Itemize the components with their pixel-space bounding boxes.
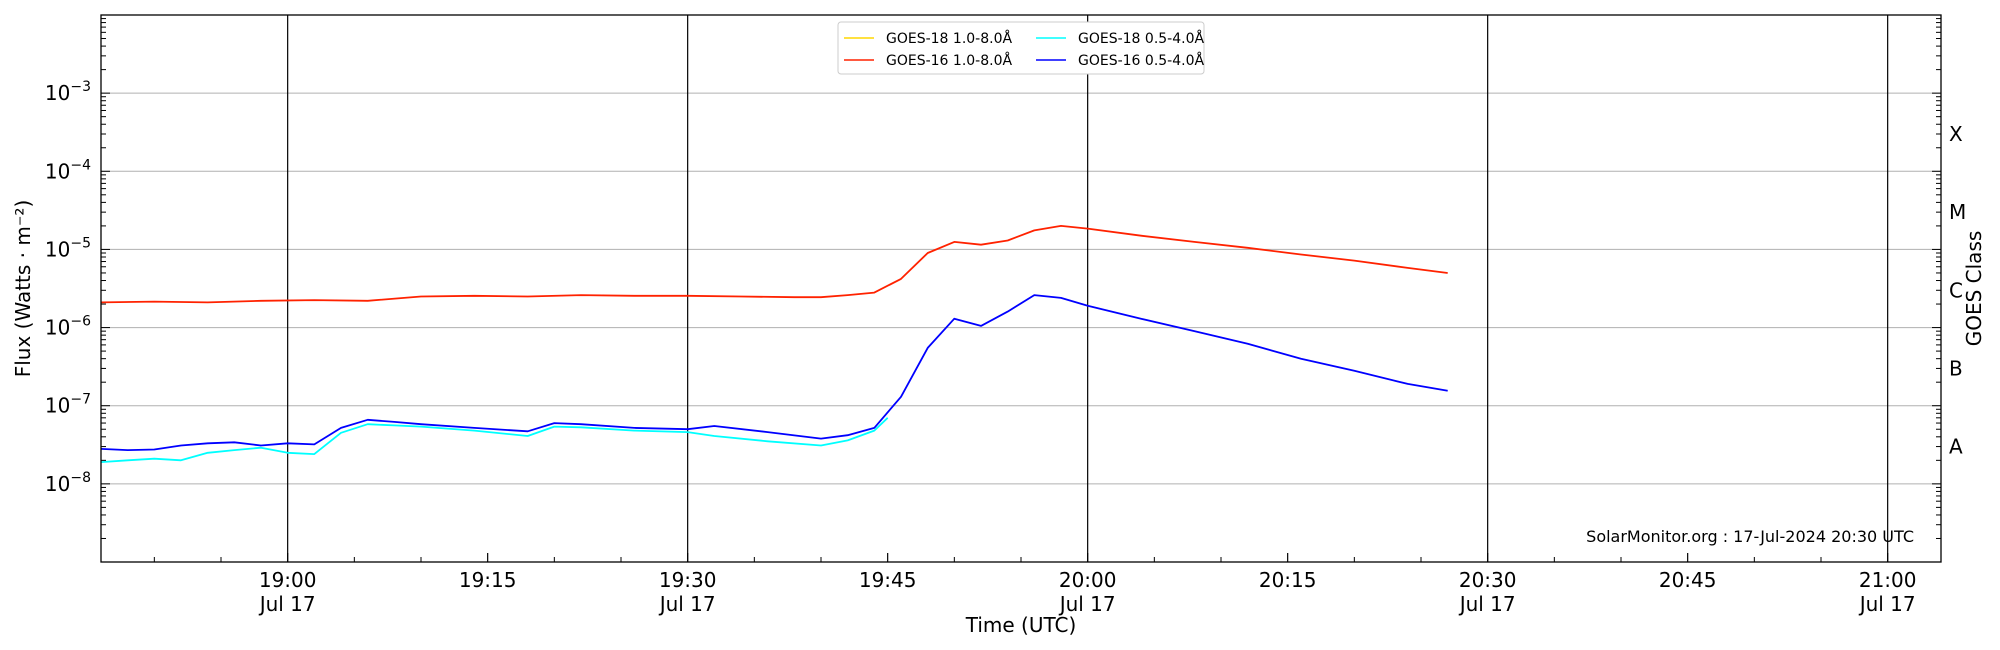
series-line-goes-18-0-5-4-0 — [100, 417, 889, 463]
time-marker-lines — [287, 15, 1889, 562]
x-tick-label-1930: 19:30 — [659, 568, 717, 592]
legend-box — [837, 21, 1205, 75]
goes-class-label-b: B — [1949, 356, 1963, 380]
x-tick-date-label: Jul 17 — [1458, 592, 1516, 616]
plot-frame — [100, 14, 1942, 563]
x-tick-date-label: Jul 17 — [258, 592, 316, 616]
series-line-goes-16-0-5-4-0 — [100, 294, 1448, 452]
legend-label: GOES-18 0.5-4.0Å — [1078, 30, 1204, 47]
x-axis-label: Time (UTC) — [965, 613, 1077, 637]
x-tick-date-label: Jul 17 — [1058, 592, 1116, 616]
x-tick-date-label: Jul 17 — [658, 592, 716, 616]
legend-label: GOES-16 0.5-4.0Å — [1078, 52, 1204, 69]
series-layer — [100, 224, 1448, 463]
x-tick-label-1900: 19:00 — [259, 568, 317, 592]
y-tick-label--7: 10−7 — [45, 392, 91, 418]
grid-lines — [101, 92, 1941, 485]
x-tick-label-2015: 20:15 — [1259, 568, 1317, 592]
y-tick-label--6: 10−6 — [45, 314, 91, 340]
source-annotation: SolarMonitor.org : 17-Jul-2024 20:30 UTC — [1586, 527, 1914, 546]
legend: GOES-18 1.0-8.0Å GOES-18 0.5-4.0Å GOES-16 … — [837, 21, 1205, 75]
goes-class-axis-label: GOES Class — [1962, 231, 1986, 347]
y-tick-label--8: 10−8 — [45, 470, 91, 496]
goes-class-label-c: C — [1949, 278, 1963, 302]
goes-class-label-x: X — [1949, 122, 1963, 146]
y-tick-label--3: 10−3 — [45, 79, 91, 105]
goes-class-labels: A B C M X — [1949, 122, 1966, 459]
legend-label: GOES-18 1.0-8.0Å — [886, 30, 1012, 47]
x-tick-label-2100: 21:00 — [1859, 568, 1917, 592]
x-tick-label-1945: 19:45 — [859, 568, 917, 592]
goes-class-label-a: A — [1949, 435, 1963, 459]
x-tick-date-label: Jul 17 — [1858, 592, 1916, 616]
x-tick-label-2045: 20:45 — [1659, 568, 1717, 592]
y-tick-label--5: 10−5 — [45, 235, 91, 261]
x-tick-label-1915: 19:15 — [459, 568, 517, 592]
y-axis-label: Flux (Watts · m⁻²) — [11, 200, 35, 378]
axis-ticks — [101, 18, 1941, 563]
goes-class-label-m: M — [1949, 200, 1966, 224]
legend-label: GOES-16 1.0-8.0Å — [886, 52, 1012, 69]
y-tick-labels: 10−8 10−7 10−6 10−5 10−4 10−3 — [45, 79, 91, 496]
series-line-goes-16-1-0-8-0 — [100, 224, 1448, 304]
x-tick-label-2030: 20:30 — [1459, 568, 1517, 592]
y-tick-label--4: 10−4 — [45, 157, 91, 183]
x-tick-label-2000: 20:00 — [1059, 568, 1117, 592]
